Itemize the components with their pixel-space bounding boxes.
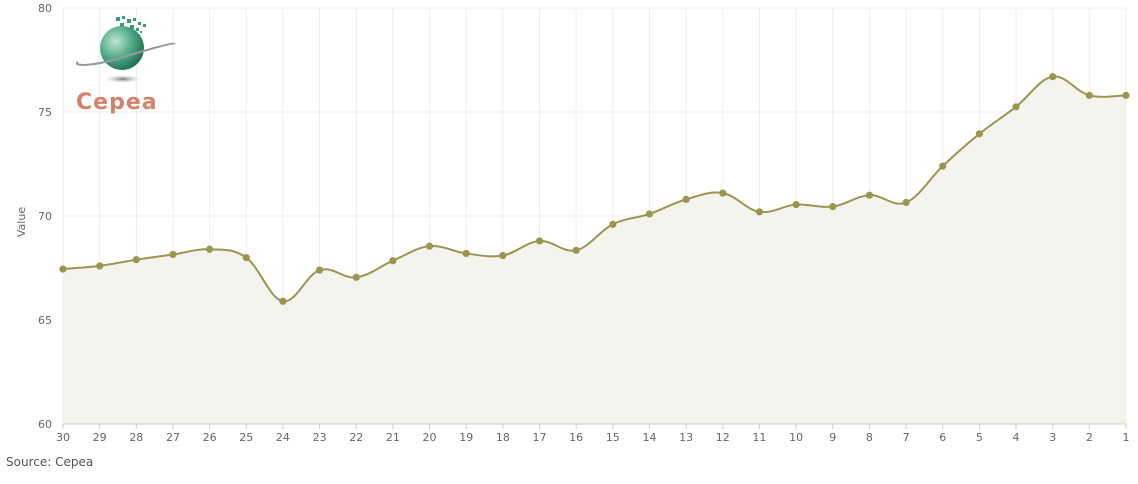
data-point-2[interactable]: [1085, 91, 1093, 99]
x-tick-label: 15: [606, 431, 620, 444]
data-point-18[interactable]: [499, 251, 507, 260]
globe-shadow-icon: [105, 75, 141, 83]
data-point-24[interactable]: [279, 297, 287, 305]
x-tick-label: 10: [789, 431, 803, 444]
y-tick-label: 70: [38, 210, 52, 223]
data-point-1[interactable]: [1122, 91, 1130, 99]
y-tick-label: 65: [38, 314, 52, 327]
data-point-25[interactable]: [242, 254, 250, 262]
x-tick-label: 9: [829, 431, 836, 444]
x-tick-label: 26: [203, 431, 217, 444]
area-fill: [63, 76, 1126, 425]
series-line: [62, 75, 1127, 303]
source-caption: Source: Cepea: [6, 455, 94, 469]
x-tick-label: 16: [569, 431, 583, 444]
y-tick-label: 80: [38, 2, 52, 15]
x-tick-label: 27: [166, 431, 180, 444]
x-tick-label: 2: [1086, 431, 1093, 444]
point-markers: [59, 73, 1130, 305]
x-tick-label: 20: [423, 431, 437, 444]
data-point-30[interactable]: [59, 265, 67, 273]
data-point-22[interactable]: [352, 273, 360, 281]
data-point-27[interactable]: [169, 250, 177, 259]
x-tick-label: 13: [679, 431, 693, 444]
cepea-logo: Cepea: [75, 16, 176, 114]
data-point-19[interactable]: [462, 249, 470, 258]
data-point-26[interactable]: [206, 245, 214, 253]
y-axis-title: Value: [15, 207, 28, 237]
data-point-12[interactable]: [719, 189, 727, 197]
x-tick-label: 28: [129, 431, 143, 444]
x-tick-label: 30: [56, 431, 70, 444]
data-point-14[interactable]: [645, 210, 654, 218]
data-point-16[interactable]: [572, 246, 580, 254]
x-tick-label: 7: [903, 431, 910, 444]
x-tick-label: 29: [93, 431, 107, 444]
data-point-6[interactable]: [939, 162, 947, 170]
orbit-ring-icon: [75, 42, 176, 66]
x-tick-label: 18: [496, 431, 510, 444]
data-point-13[interactable]: [682, 195, 690, 203]
data-point-11[interactable]: [755, 208, 764, 216]
x-tick-label: 3: [1049, 431, 1056, 444]
x-tick-label: 19: [459, 431, 473, 444]
x-tick-label: 22: [349, 431, 363, 444]
x-tick-label: 24: [276, 431, 290, 444]
data-point-4[interactable]: [1012, 103, 1020, 111]
x-tick-label: 6: [939, 431, 946, 444]
data-point-5[interactable]: [975, 130, 983, 138]
data-point-8[interactable]: [865, 191, 874, 199]
data-point-20[interactable]: [425, 242, 434, 250]
data-point-29[interactable]: [96, 262, 104, 270]
y-tick-label: 60: [38, 418, 52, 431]
x-tick-label: 8: [866, 431, 873, 444]
x-tick-label: 25: [239, 431, 253, 444]
x-tick-label: 11: [752, 431, 766, 444]
x-tick-label: 23: [313, 431, 327, 444]
data-point-7[interactable]: [902, 198, 910, 207]
x-tick-label: 17: [533, 431, 547, 444]
x-tick-label: 21: [386, 431, 400, 444]
y-axis-ticks: 60 65 70 75 80: [38, 2, 52, 431]
x-tick-label: 12: [716, 431, 730, 444]
globe-icon: [100, 26, 144, 70]
logo-text: Cepea: [76, 90, 158, 114]
x-tick-label: 14: [642, 431, 656, 444]
data-point-17[interactable]: [535, 237, 544, 245]
data-point-21[interactable]: [389, 257, 397, 265]
data-point-23[interactable]: [315, 266, 324, 274]
x-tick-label: 5: [976, 431, 983, 444]
y-tick-label: 75: [38, 106, 52, 119]
data-point-3[interactable]: [1049, 73, 1057, 81]
data-point-9[interactable]: [829, 203, 837, 211]
data-point-28[interactable]: [132, 256, 140, 264]
x-tick-label: 4: [1013, 431, 1020, 444]
x-tick-label: 1: [1123, 431, 1130, 444]
data-point-10[interactable]: [792, 200, 800, 209]
x-axis-ticks: 30 29 28 27 26 25 24 23 22 21 20 19 18 17 16 15 14 13 12 11…: [56, 424, 1130, 444]
data-point-15[interactable]: [609, 220, 617, 228]
